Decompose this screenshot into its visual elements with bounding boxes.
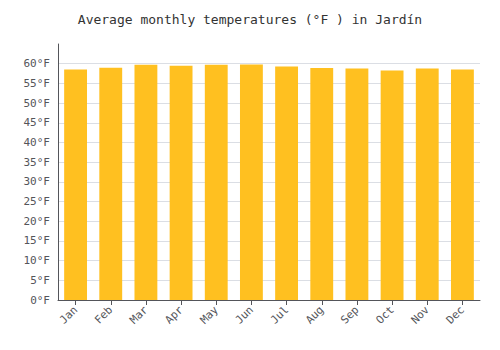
- svg-text:20°F: 20°F: [24, 215, 51, 228]
- svg-text:Aug: Aug: [303, 303, 326, 326]
- svg-text:Nov: Nov: [409, 303, 432, 326]
- svg-text:Jul: Jul: [268, 303, 291, 326]
- svg-text:35°F: 35°F: [24, 156, 51, 169]
- svg-text:15°F: 15°F: [24, 234, 51, 247]
- svg-text:Feb: Feb: [92, 303, 115, 326]
- svg-text:0°F: 0°F: [30, 294, 50, 307]
- svg-text:5°F: 5°F: [30, 274, 50, 287]
- svg-text:May: May: [198, 303, 221, 326]
- svg-text:55°F: 55°F: [24, 77, 51, 90]
- svg-text:Jun: Jun: [233, 303, 256, 326]
- svg-text:Oct: Oct: [373, 303, 396, 326]
- svg-text:Average monthly temperatures (: Average monthly temperatures (°F ) in Ja…: [78, 12, 422, 27]
- svg-text:40°F: 40°F: [24, 136, 51, 149]
- svg-text:Jan: Jan: [57, 303, 80, 326]
- svg-text:60°F: 60°F: [24, 57, 51, 70]
- svg-text:50°F: 50°F: [24, 97, 51, 110]
- svg-text:10°F: 10°F: [24, 254, 51, 267]
- svg-text:45°F: 45°F: [24, 116, 51, 129]
- svg-text:25°F: 25°F: [24, 195, 51, 208]
- svg-text:30°F: 30°F: [24, 175, 51, 188]
- svg-text:Apr: Apr: [162, 303, 185, 326]
- svg-text:Sep: Sep: [338, 303, 361, 326]
- svg-text:Dec: Dec: [444, 303, 467, 326]
- svg-text:Mar: Mar: [127, 303, 150, 326]
